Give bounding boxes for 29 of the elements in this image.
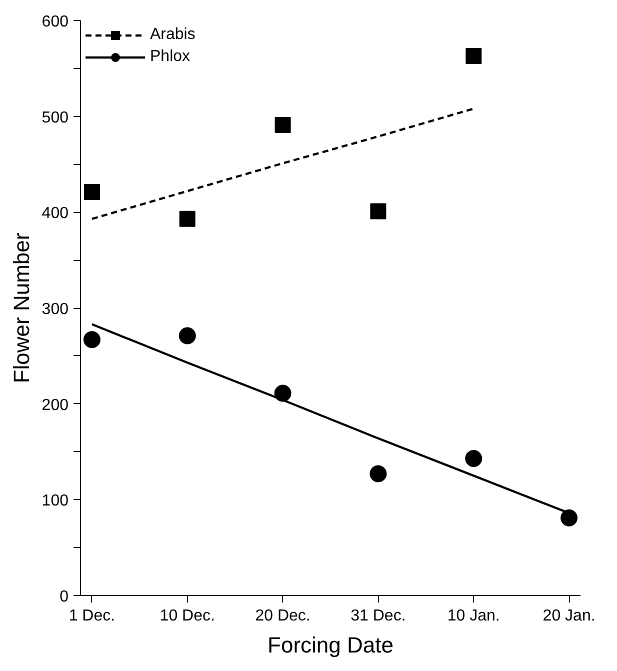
point (370, 203, 386, 220)
y-tick-label: 500 (42, 109, 69, 126)
point (370, 465, 387, 482)
x-tick-label: 10 Jan. (447, 608, 500, 624)
point (84, 184, 100, 200)
point (466, 48, 482, 64)
y-tick-label: 100 (42, 492, 69, 510)
x-tick-label: 20 Jan. (542, 608, 596, 624)
point (178, 327, 196, 344)
point (83, 331, 100, 348)
y-tick-label: 400 (42, 205, 69, 222)
x-tick-label: 1 Dec. (68, 608, 116, 624)
point (179, 210, 196, 227)
y-tick-label: 200 (42, 396, 69, 414)
point (274, 116, 291, 133)
y-axis-title: Flower Number (8, 232, 34, 384)
point (465, 450, 482, 467)
point (560, 509, 578, 526)
y-tick-label: 600 (42, 14, 69, 30)
line-series (90, 108, 475, 220)
x-axis-title: Forcing Date (268, 632, 394, 658)
legend-label: Arabis (150, 26, 196, 44)
y-tick-label: 300 (42, 301, 69, 318)
x-tick-label: 31 Dec. (350, 608, 406, 624)
y-tick-label: 0 (60, 588, 69, 606)
legend-label: Phlox (150, 48, 190, 66)
x-tick-label: 10 Dec. (160, 608, 215, 624)
x-tick-label: 20 Dec. (255, 608, 310, 624)
point (274, 384, 292, 402)
